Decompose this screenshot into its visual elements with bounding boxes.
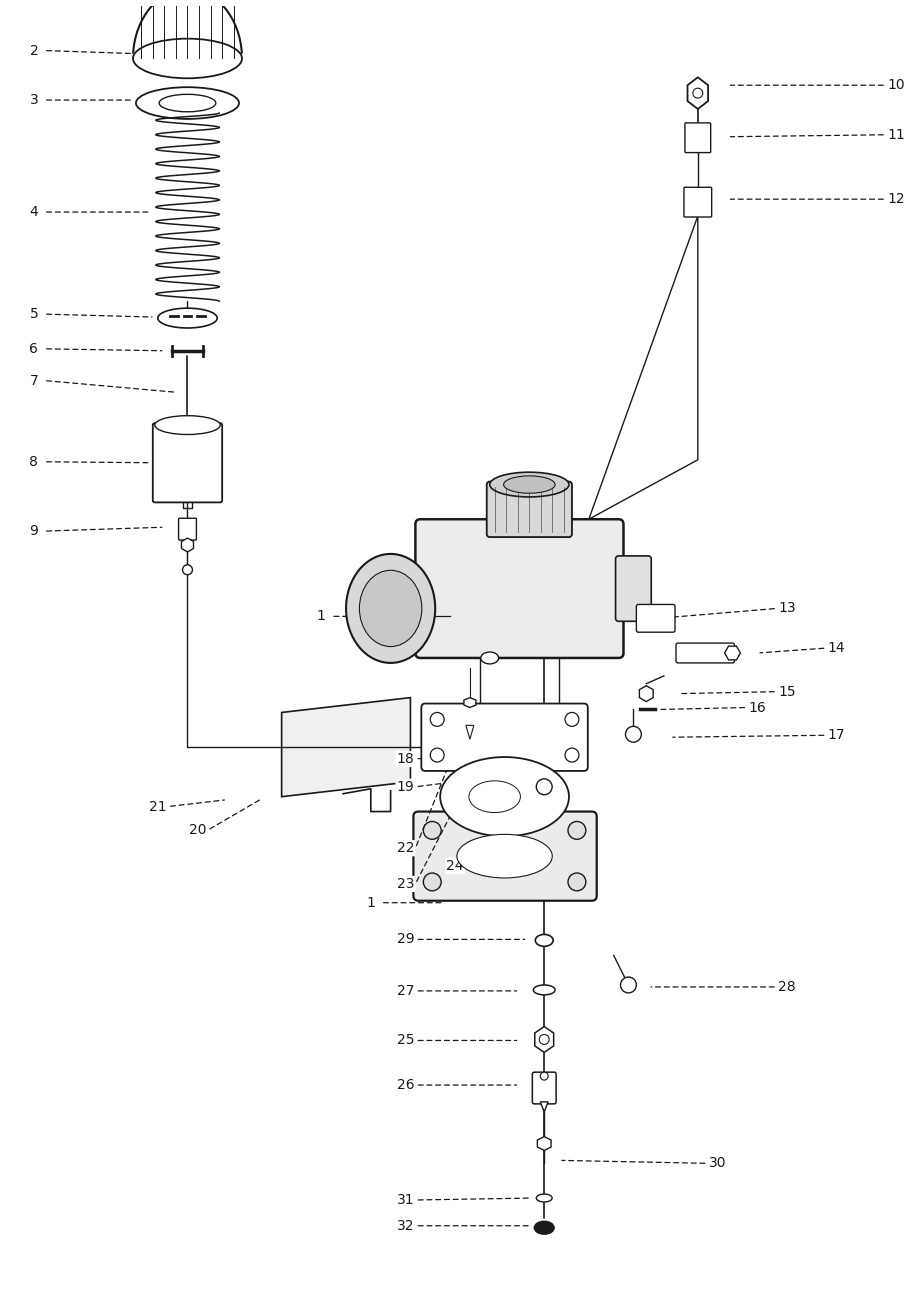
Polygon shape bbox=[537, 1137, 551, 1151]
FancyBboxPatch shape bbox=[421, 704, 588, 770]
Text: 20: 20 bbox=[189, 823, 206, 837]
Circle shape bbox=[568, 821, 586, 840]
Circle shape bbox=[430, 748, 444, 763]
Circle shape bbox=[565, 748, 579, 763]
Text: 28: 28 bbox=[779, 980, 796, 994]
FancyBboxPatch shape bbox=[615, 556, 651, 621]
Text: 5: 5 bbox=[29, 307, 39, 322]
Text: 29: 29 bbox=[397, 933, 414, 947]
Text: 19: 19 bbox=[397, 780, 414, 794]
Ellipse shape bbox=[136, 88, 239, 119]
Circle shape bbox=[424, 872, 441, 891]
Ellipse shape bbox=[469, 781, 521, 812]
Text: 18: 18 bbox=[397, 752, 414, 766]
Text: 31: 31 bbox=[397, 1193, 414, 1207]
Text: 8: 8 bbox=[29, 455, 39, 468]
Circle shape bbox=[424, 821, 441, 840]
FancyBboxPatch shape bbox=[414, 811, 597, 901]
Polygon shape bbox=[535, 1027, 554, 1053]
Text: 15: 15 bbox=[779, 684, 796, 698]
FancyBboxPatch shape bbox=[685, 123, 711, 153]
Ellipse shape bbox=[535, 1222, 554, 1235]
Polygon shape bbox=[724, 646, 740, 659]
Ellipse shape bbox=[457, 835, 552, 878]
FancyBboxPatch shape bbox=[415, 519, 624, 658]
Text: 14: 14 bbox=[828, 641, 845, 655]
Circle shape bbox=[182, 565, 193, 574]
Ellipse shape bbox=[503, 476, 555, 493]
FancyBboxPatch shape bbox=[487, 481, 572, 538]
Ellipse shape bbox=[534, 985, 555, 995]
FancyBboxPatch shape bbox=[684, 187, 712, 217]
FancyBboxPatch shape bbox=[636, 604, 675, 632]
Text: 27: 27 bbox=[397, 984, 414, 998]
Text: 10: 10 bbox=[887, 78, 905, 93]
Circle shape bbox=[539, 1035, 549, 1044]
Circle shape bbox=[540, 1073, 548, 1080]
Text: 11: 11 bbox=[887, 128, 905, 141]
Polygon shape bbox=[182, 538, 193, 552]
Text: 9: 9 bbox=[29, 525, 39, 538]
Text: 4: 4 bbox=[29, 205, 39, 218]
Text: 2: 2 bbox=[29, 43, 39, 58]
FancyBboxPatch shape bbox=[533, 1073, 556, 1104]
Ellipse shape bbox=[133, 39, 242, 78]
Text: 17: 17 bbox=[828, 729, 845, 742]
Polygon shape bbox=[639, 685, 653, 701]
Text: 1: 1 bbox=[316, 610, 326, 624]
Ellipse shape bbox=[359, 570, 422, 646]
Text: 22: 22 bbox=[397, 841, 414, 855]
Circle shape bbox=[621, 977, 636, 993]
Ellipse shape bbox=[490, 472, 569, 497]
Text: 25: 25 bbox=[397, 1033, 414, 1048]
Text: 12: 12 bbox=[887, 192, 905, 207]
Text: 26: 26 bbox=[397, 1078, 414, 1092]
Text: 30: 30 bbox=[709, 1156, 726, 1171]
Circle shape bbox=[693, 88, 702, 98]
Polygon shape bbox=[466, 726, 474, 739]
Text: 21: 21 bbox=[149, 799, 167, 814]
Ellipse shape bbox=[536, 1194, 552, 1202]
Ellipse shape bbox=[440, 757, 569, 836]
Text: 16: 16 bbox=[748, 701, 766, 714]
Polygon shape bbox=[464, 697, 476, 708]
FancyBboxPatch shape bbox=[676, 644, 735, 663]
Circle shape bbox=[625, 726, 641, 742]
Polygon shape bbox=[540, 1101, 548, 1112]
Text: 23: 23 bbox=[397, 876, 414, 891]
FancyBboxPatch shape bbox=[441, 743, 482, 761]
Ellipse shape bbox=[346, 553, 436, 663]
Ellipse shape bbox=[160, 94, 215, 111]
Ellipse shape bbox=[155, 416, 220, 434]
Text: 7: 7 bbox=[29, 374, 39, 387]
Ellipse shape bbox=[536, 934, 553, 946]
FancyBboxPatch shape bbox=[153, 422, 222, 502]
Text: 32: 32 bbox=[397, 1219, 414, 1232]
Polygon shape bbox=[688, 77, 708, 109]
Circle shape bbox=[565, 713, 579, 726]
Circle shape bbox=[430, 713, 444, 726]
FancyBboxPatch shape bbox=[179, 518, 196, 540]
Text: 6: 6 bbox=[29, 341, 39, 356]
Text: 24: 24 bbox=[447, 859, 464, 872]
Ellipse shape bbox=[481, 651, 499, 664]
Circle shape bbox=[568, 872, 586, 891]
Polygon shape bbox=[282, 697, 411, 797]
Text: 1: 1 bbox=[367, 896, 375, 910]
Ellipse shape bbox=[158, 309, 217, 328]
Text: 3: 3 bbox=[29, 93, 39, 107]
Circle shape bbox=[536, 778, 552, 795]
Text: 13: 13 bbox=[779, 602, 796, 616]
